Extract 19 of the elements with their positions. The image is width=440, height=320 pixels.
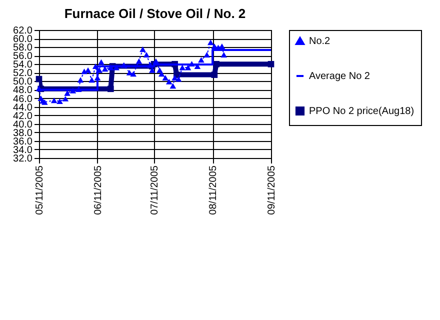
y-tick-label: 62.0 (13, 26, 33, 36)
legend-label: No.2 (309, 36, 331, 47)
x-tick-label: 08/11/2005 (208, 165, 220, 215)
y-tick-label: 42.0 (13, 110, 33, 122)
legend-label: PPO No 2 price(Aug18) (309, 106, 414, 117)
x-tick-label: 07/11/2005 (150, 165, 161, 215)
y-tick-label: 32.0 (13, 154, 33, 164)
x-tick-label: 09/11/2005 (266, 165, 278, 215)
y-tick-label: 48.0 (13, 85, 33, 96)
y-tick-label: 44.0 (13, 102, 33, 114)
x-tick-label: 05/11/2005 (34, 165, 46, 215)
x-tick-label: 06/11/2005 (92, 165, 104, 215)
y-tick-label: 40.0 (13, 119, 33, 130)
legend-label: Average No 2 (309, 71, 370, 82)
y-tick-label: 46.0 (13, 94, 33, 105)
y-tick-label: 34.0 (13, 144, 33, 156)
y-tick-label: 36.0 (13, 136, 33, 148)
chart-title: Furnace Oil / Stove Oil / No. 2 (64, 6, 246, 21)
y-tick-label: 38.0 (13, 128, 33, 139)
